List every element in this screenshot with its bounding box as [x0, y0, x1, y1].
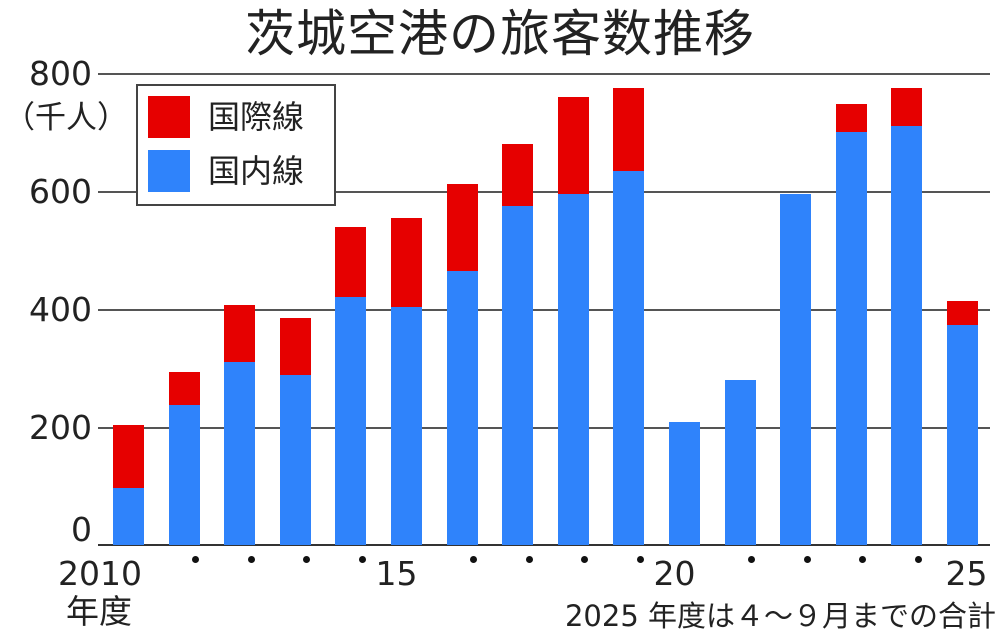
bar-2012 [224, 304, 256, 545]
bar-segment-international [446, 184, 478, 272]
bar-segment-international [391, 218, 422, 307]
y-tick-0: 0 [71, 510, 92, 549]
bar-segment-domestic [446, 271, 478, 545]
bar-segment-domestic [335, 296, 367, 545]
x-tick-label: 15 [375, 554, 418, 593]
bar-segment-domestic [669, 421, 700, 545]
x-tick-dot [859, 556, 867, 563]
bar-segment-international [224, 304, 256, 363]
x-tick-dot [470, 556, 478, 563]
y-tick-800: 800 [29, 54, 92, 93]
bar-2022 [780, 193, 812, 545]
bar-segment-domestic [168, 404, 200, 545]
x-tick-label: 20 [653, 554, 696, 593]
bar-2010 [113, 424, 144, 545]
bar-2024 [891, 88, 923, 545]
bar-2011 [168, 372, 200, 545]
bar-2021 [724, 379, 756, 545]
x-tick-dot [803, 556, 811, 563]
x-tick-dot [748, 556, 756, 563]
bar-2018 [557, 96, 589, 545]
y-tick-200: 200 [29, 408, 92, 447]
bar-segment-domestic [224, 362, 256, 545]
x-tick-label: 25 [945, 554, 988, 593]
legend: 国際線 国内線 [136, 84, 336, 206]
x-tick-dot [636, 556, 644, 563]
bar-segment-domestic [113, 487, 144, 545]
y-unit-label: （千人） [4, 100, 128, 136]
x-tick-dot [525, 556, 533, 563]
x-tick-dot [358, 556, 366, 563]
bar-segment-international [113, 424, 144, 488]
bar-2019 [613, 88, 645, 545]
bar-segment-international [279, 317, 311, 375]
gridline-600 [98, 191, 990, 193]
gridline-200 [98, 427, 990, 429]
bar-segment-domestic [613, 170, 645, 545]
bar-segment-domestic [557, 193, 589, 545]
bar-segment-international [947, 300, 978, 326]
x-tick-dot [192, 556, 200, 563]
gridline-400 [98, 309, 990, 311]
footnote: 2025 年度は４～９月までの合計 [564, 599, 996, 633]
legend-label-international: 国際線 [208, 98, 305, 136]
x-tick-label: 2010 [58, 554, 142, 593]
bar-2014 [335, 227, 367, 545]
bar-segment-international [335, 227, 367, 297]
bar-2016 [446, 184, 478, 545]
x-axis-baseline [98, 544, 990, 546]
bar-segment-international [891, 88, 923, 127]
bar-2025 [947, 300, 978, 545]
x-tick-dot [247, 556, 255, 563]
x-axis-unit: 年度 [66, 592, 132, 631]
bar-2013 [279, 317, 311, 545]
bar-segment-international [557, 96, 589, 194]
gridline-800 [98, 73, 990, 75]
bar-segment-international [613, 88, 645, 171]
bar-segment-domestic [502, 206, 534, 545]
bar-segment-international [502, 144, 534, 207]
bar-2020 [669, 421, 700, 545]
chart-title: 茨城空港の旅客数推移 [245, 5, 755, 63]
bar-segment-domestic [780, 193, 812, 545]
bar-segment-domestic [891, 126, 923, 545]
bar-2023 [835, 104, 867, 545]
bar-segment-domestic [279, 374, 311, 545]
bar-segment-international [835, 104, 867, 133]
legend-swatch-domestic [148, 150, 190, 192]
x-tick-dot [303, 556, 311, 563]
bar-segment-domestic [835, 132, 867, 545]
bar-2017 [502, 144, 534, 545]
x-tick-dot [581, 556, 589, 563]
legend-swatch-international [148, 96, 190, 138]
y-tick-400: 400 [29, 290, 92, 329]
legend-label-domestic: 国内線 [208, 152, 305, 190]
x-tick-dot [914, 556, 922, 563]
bar-segment-domestic [724, 379, 756, 545]
y-tick-600: 600 [29, 172, 92, 211]
bar-segment-domestic [391, 306, 422, 545]
bar-segment-international [168, 372, 200, 405]
bar-segment-domestic [947, 325, 978, 545]
bar-2015 [391, 218, 422, 545]
